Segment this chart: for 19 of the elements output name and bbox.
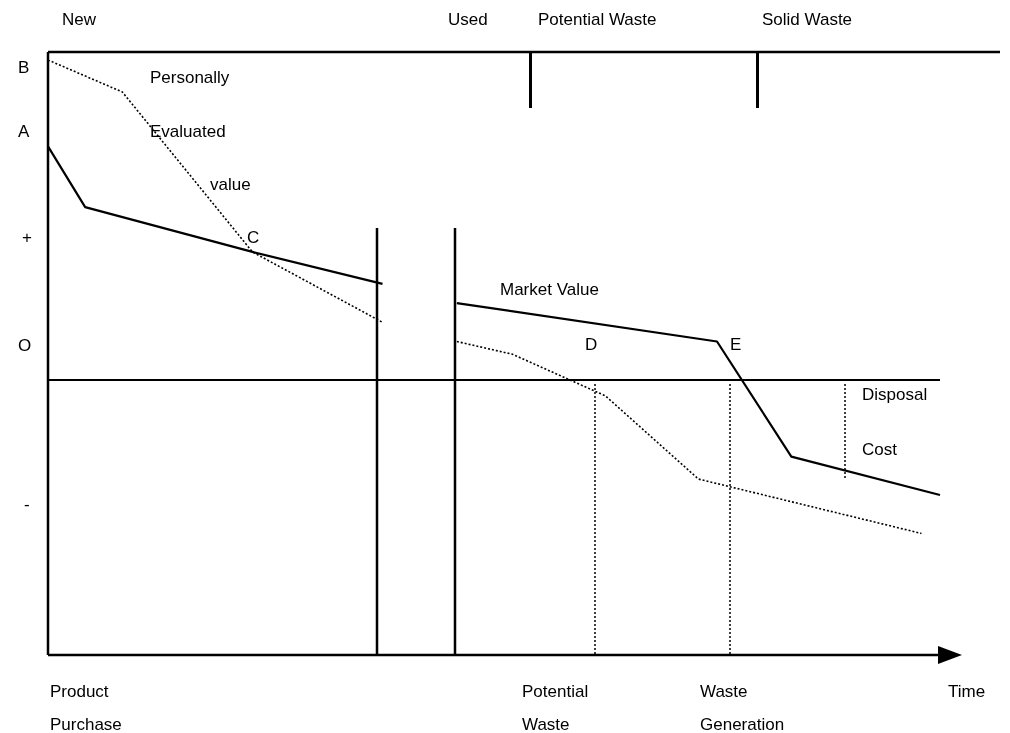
text: A <box>18 121 30 141</box>
text: + <box>22 227 32 247</box>
text: O <box>18 335 32 355</box>
text: Used <box>448 9 488 29</box>
text: Potential Waste <box>538 9 657 29</box>
text: Solid Waste <box>762 9 853 29</box>
annotation: C <box>247 227 260 247</box>
text: Disposal Cost <box>862 384 928 459</box>
text: New <box>62 9 97 29</box>
text: B <box>18 57 30 77</box>
annotation: D <box>585 334 598 354</box>
text: Potential Waste <box>522 681 589 733</box>
text: Time <box>948 681 986 701</box>
text: Personally Evaluated value <box>150 67 251 194</box>
text: Product Purchase <box>50 681 122 733</box>
annotation: E <box>730 334 742 354</box>
text: Waste Generation <box>700 681 785 733</box>
series-label: Market Value <box>500 279 599 299</box>
text: - <box>24 494 30 514</box>
